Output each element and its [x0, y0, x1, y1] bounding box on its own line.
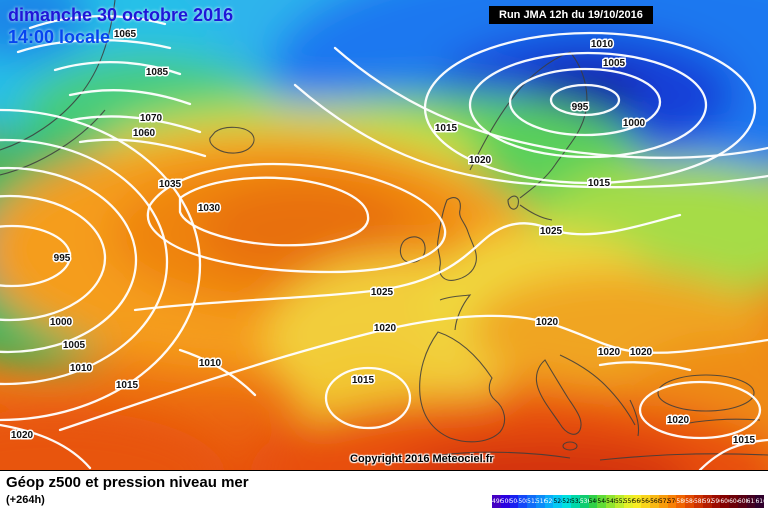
legend-cell: 596	[711, 495, 721, 508]
model-run-info: Run JMA 12h du 19/10/2016	[489, 6, 653, 24]
legend-cell: 528	[562, 495, 572, 508]
legend-cell: 564	[641, 495, 651, 508]
legend-cell: 536	[579, 495, 589, 508]
isobar-label: 1015	[435, 123, 458, 134]
legend-cell: 600	[720, 495, 730, 508]
legend-cell: 584	[685, 495, 694, 508]
legend-cell: 520	[544, 495, 554, 508]
isobar-label: 1020	[630, 347, 653, 358]
forecast-hour: (+264h)	[6, 494, 45, 506]
isobar-label: 1005	[603, 58, 626, 69]
isobar-label: 1015	[116, 380, 139, 391]
legend-cell: 572	[658, 495, 668, 508]
legend-cell: 608	[737, 495, 747, 508]
isobar-label: 1070	[140, 113, 163, 124]
legend-scale: 4965005045085125165205245285325365405445…	[492, 495, 765, 508]
legend-cell: 496	[492, 495, 501, 508]
isobar-label: 1000	[623, 118, 646, 129]
isobar-label: 1020	[469, 155, 492, 166]
isobar-label: 1010	[70, 363, 93, 374]
isobar-label: 1010	[199, 358, 222, 369]
isobar-label: 1015	[733, 435, 756, 446]
copyright-text: Copyright 2016 Meteociel.fr	[350, 453, 494, 465]
isobar-label: 1020	[598, 347, 621, 358]
legend-cell: 508	[518, 495, 528, 508]
isobar-label: 1015	[352, 375, 375, 386]
isobar-label: 1030	[198, 203, 221, 214]
isobar-contours	[0, 14, 768, 470]
legend-cell: 540	[588, 495, 598, 508]
isobar-labels: 1065 1085 1070 1060 1035 1030 995 1000 1…	[9, 28, 757, 448]
isobar-label: 1065	[114, 29, 137, 40]
isobar-label: 1085	[146, 67, 169, 78]
isobar-label: 1035	[159, 179, 182, 190]
legend-cell: 500	[500, 495, 510, 508]
legend-cell: 576	[667, 495, 677, 508]
map-title: Géop z500 et pression niveau mer	[6, 474, 249, 491]
legend-cell: 524	[553, 495, 563, 508]
legend-cell: 548	[606, 495, 615, 508]
legend-cell: 512	[527, 495, 536, 508]
legend-cell: 568	[650, 495, 659, 508]
isobar-label: 1025	[540, 226, 563, 237]
legend-cell: 552	[614, 495, 624, 508]
map-time: 14:00 locale	[8, 27, 111, 47]
map-date: dimanche 30 octobre 2016	[8, 5, 234, 25]
legend-cell: 560	[632, 495, 642, 508]
isobar-label: 1020	[667, 415, 690, 426]
legend-cell: 588	[693, 495, 703, 508]
legend-cell: 612	[746, 495, 756, 508]
map-canvas: 1065 1085 1070 1060 1035 1030 995 1000 1…	[0, 0, 768, 470]
isobar-label: 1060	[133, 128, 156, 139]
legend-cell: 592	[702, 495, 712, 508]
legend-cell: 516	[535, 495, 545, 508]
legend-cell: 504	[509, 495, 519, 508]
isobar-label: 995	[572, 102, 589, 113]
legend-cell: 532	[571, 495, 580, 508]
isobar-label: 1020	[536, 317, 559, 328]
legend-cell: 616	[755, 495, 765, 508]
isobar-label: 1020	[11, 430, 34, 441]
isobar-label: 1015	[588, 178, 611, 189]
isobar-label: 1000	[50, 317, 73, 328]
isobar-label: 1010	[591, 39, 614, 50]
legend-cell: 544	[597, 495, 607, 508]
legend-cell: 556	[623, 495, 633, 508]
isobar-label: 1005	[63, 340, 86, 351]
isobar-label: 995	[54, 253, 71, 264]
legend-cell: 604	[729, 495, 738, 508]
isobar-label: 1020	[374, 323, 397, 334]
weather-map-svg: 1065 1085 1070 1060 1035 1030 995 1000 1…	[0, 0, 768, 470]
isobar-label: 1025	[371, 287, 394, 298]
field-blobs	[0, 0, 768, 470]
legend-cell: 580	[676, 495, 686, 508]
footer-bar: Géop z500 et pression niveau mer (+264h)…	[0, 470, 768, 512]
